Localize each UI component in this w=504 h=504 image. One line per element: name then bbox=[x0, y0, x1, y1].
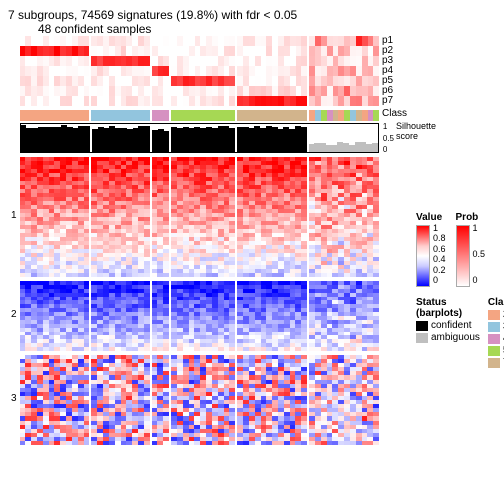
legend-item: 7 bbox=[488, 357, 504, 368]
row-block-label-1: 1 bbox=[8, 153, 20, 277]
silhouette-track: 1 0.5 0 bbox=[20, 123, 380, 153]
class-track bbox=[20, 110, 380, 121]
legend-item: ambiguous bbox=[416, 332, 480, 343]
heatmap-block-2 bbox=[20, 281, 380, 351]
status-legend-title: Status (barplots) bbox=[416, 297, 480, 319]
row-block-label-3: 3 bbox=[8, 351, 20, 445]
row-block-label-2: 2 bbox=[8, 277, 20, 351]
p-track-p2 bbox=[20, 46, 380, 56]
p-track-p4 bbox=[20, 66, 380, 76]
class-label: Class bbox=[382, 106, 412, 121]
p-track-p5 bbox=[20, 76, 380, 86]
p-track-p3 bbox=[20, 56, 380, 66]
p-label: p7 bbox=[382, 96, 412, 106]
row-labels: p1p2p3p4p5p6p7ClassSilhouettescore bbox=[379, 36, 412, 445]
p-track-p7 bbox=[20, 96, 380, 106]
p-track-p6 bbox=[20, 86, 380, 96]
heatmap-block-1 bbox=[20, 157, 380, 277]
silhouette-ticks: 1 0.5 0 bbox=[383, 122, 394, 154]
legend-title: Value bbox=[416, 212, 446, 223]
p-track-p1 bbox=[20, 36, 380, 46]
subtitle: 48 confident samples bbox=[38, 22, 496, 36]
p-tracks bbox=[20, 36, 380, 106]
legend-item: 4 bbox=[488, 333, 504, 344]
plot-column: 1 0.5 0 bbox=[20, 36, 380, 445]
legend-item: 3 bbox=[488, 321, 504, 332]
heatmap-block-3 bbox=[20, 355, 380, 445]
legend-title: Prob bbox=[456, 212, 486, 223]
legend-item: confident bbox=[416, 320, 480, 331]
legends: Value10.80.60.40.20Prob10.50Status (barp… bbox=[416, 36, 496, 445]
y-axis: 123 bbox=[8, 36, 20, 445]
class-legend-title: Class bbox=[488, 297, 504, 308]
legend-item: 2 bbox=[488, 309, 504, 320]
title: 7 subgroups, 74569 signatures (19.8%) wi… bbox=[8, 8, 496, 22]
legend-item: 5 bbox=[488, 345, 504, 356]
heatmap-area bbox=[20, 157, 380, 445]
